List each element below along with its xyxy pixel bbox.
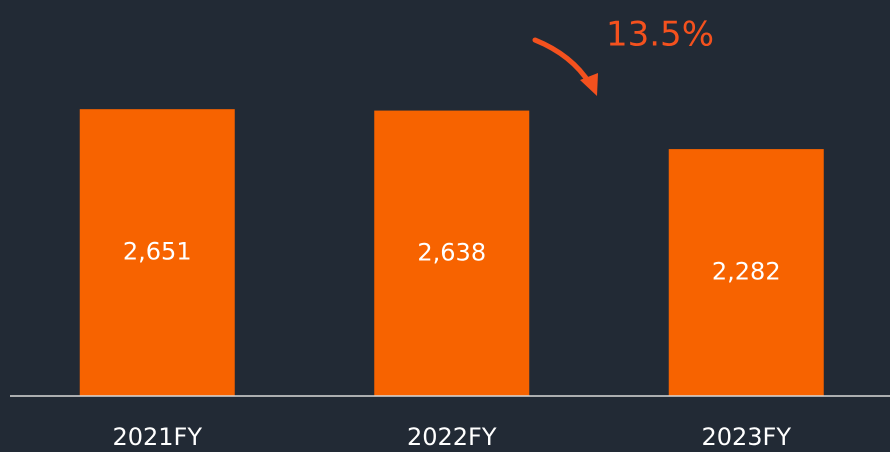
bar <box>374 110 530 396</box>
annotation-arrowhead <box>580 73 598 96</box>
value-label: 2,282 <box>712 258 781 286</box>
x-tick-label: 2022FY <box>407 423 497 451</box>
annotation: 13.5% <box>606 15 714 55</box>
x-tick-label: 2023FY <box>701 423 791 451</box>
value-label: 2,651 <box>123 238 192 266</box>
bar <box>79 109 235 396</box>
bar <box>668 149 824 396</box>
value-label: 2,638 <box>417 238 486 266</box>
x-tick-label: 2021FY <box>112 423 202 451</box>
